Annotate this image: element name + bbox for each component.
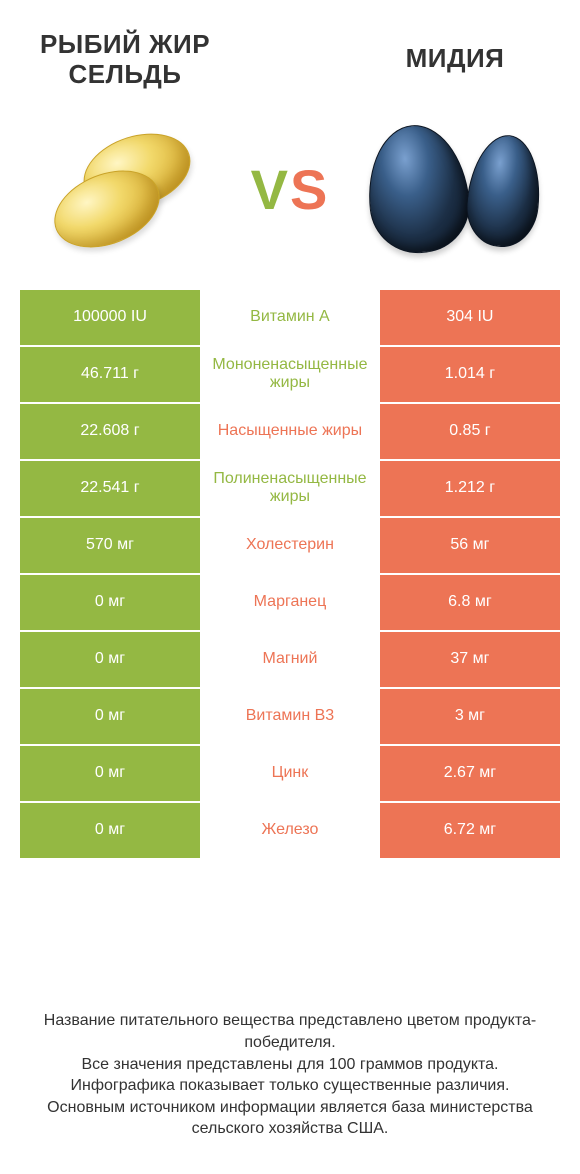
value-left: 0 мг: [20, 689, 200, 744]
value-right: 2.67 мг: [380, 746, 560, 801]
value-right: 6.8 мг: [380, 575, 560, 630]
title-left-line1: РЫБИЙ ЖИР: [40, 29, 210, 59]
table-row: 0 мгМагний37 мг: [20, 632, 560, 687]
table-row: 22.541 гПолиненасыщенные жиры1.212 г: [20, 461, 560, 516]
value-right: 1.014 г: [380, 347, 560, 402]
table-row: 0 мгМарганец6.8 мг: [20, 575, 560, 630]
comparison-table: 100000 IUВитамин A304 IU46.711 гМононена…: [0, 290, 580, 860]
value-left: 100000 IU: [20, 290, 200, 345]
header-spacer: [240, 30, 340, 90]
infographic: РЫБИЙ ЖИР СЕЛЬДЬ МИДИЯ VS 100000 IUВитам…: [0, 0, 580, 1174]
footnote-line: Инфографика показывает только существенн…: [24, 1075, 556, 1097]
nutrient-name: Цинк: [200, 746, 380, 801]
nutrient-name: Магний: [200, 632, 380, 687]
value-left: 0 мг: [20, 746, 200, 801]
table-row: 100000 IUВитамин A304 IU: [20, 290, 560, 345]
hero: VS: [0, 100, 580, 290]
footnote: Название питательного вещества представл…: [0, 982, 580, 1174]
title-left-line2: СЕЛЬДЬ: [69, 59, 182, 89]
header: РЫБИЙ ЖИР СЕЛЬДЬ МИДИЯ: [0, 0, 580, 100]
value-right: 56 мг: [380, 518, 560, 573]
footnote-line: Основным источником информации является …: [24, 1097, 556, 1140]
table-row: 0 мгЖелезо6.72 мг: [20, 803, 560, 858]
footnote-line: Все значения представлены для 100 граммо…: [24, 1054, 556, 1076]
value-left: 46.711 г: [20, 347, 200, 402]
table-row: 46.711 гМононенасыщенные жиры1.014 г: [20, 347, 560, 402]
value-left: 22.608 г: [20, 404, 200, 459]
value-left: 0 мг: [20, 575, 200, 630]
title-left: РЫБИЙ ЖИР СЕЛЬДЬ: [10, 30, 240, 90]
value-left: 22.541 г: [20, 461, 200, 516]
image-right: [337, 120, 570, 260]
table-row: 22.608 гНасыщенные жиры0.85 г: [20, 404, 560, 459]
nutrient-name: Марганец: [200, 575, 380, 630]
value-right: 1.212 г: [380, 461, 560, 516]
value-left: 0 мг: [20, 803, 200, 858]
nutrient-name: Витамин A: [200, 290, 380, 345]
value-right: 0.85 г: [380, 404, 560, 459]
value-right: 3 мг: [380, 689, 560, 744]
value-left: 0 мг: [20, 632, 200, 687]
nutrient-name: Витамин B3: [200, 689, 380, 744]
value-right: 37 мг: [380, 632, 560, 687]
vs-s: S: [290, 157, 329, 222]
nutrient-name: Мононенасыщенные жиры: [200, 347, 380, 402]
nutrient-name: Насыщенные жиры: [200, 404, 380, 459]
table-row: 0 мгВитамин B33 мг: [20, 689, 560, 744]
fish-oil-icon: [46, 130, 206, 250]
table-row: 0 мгЦинк2.67 мг: [20, 746, 560, 801]
nutrient-name: Полиненасыщенные жиры: [200, 461, 380, 516]
footnote-line: Название питательного вещества представл…: [24, 1010, 556, 1053]
value-right: 6.72 мг: [380, 803, 560, 858]
image-left: [10, 120, 243, 260]
nutrient-name: Железо: [200, 803, 380, 858]
mussel-icon: [364, 125, 544, 255]
title-right: МИДИЯ: [340, 30, 570, 90]
value-left: 570 мг: [20, 518, 200, 573]
value-right: 304 IU: [380, 290, 560, 345]
vs-v: V: [251, 157, 290, 222]
nutrient-name: Холестерин: [200, 518, 380, 573]
table-row: 570 мгХолестерин56 мг: [20, 518, 560, 573]
vs-label: VS: [251, 157, 330, 222]
